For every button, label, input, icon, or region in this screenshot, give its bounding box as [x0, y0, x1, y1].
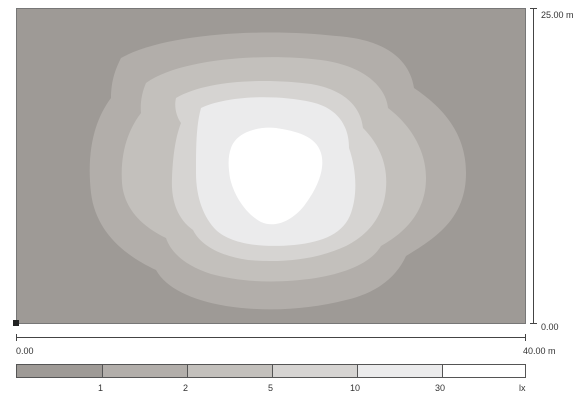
y-axis-bottom-label: 0.00 [541, 322, 559, 332]
y-axis-line [533, 8, 534, 324]
legend-swatch-3 [273, 365, 358, 377]
origin-marker [13, 320, 19, 326]
x-axis-left-label: 0.00 [16, 346, 34, 356]
isolux-contour-plot [16, 8, 526, 324]
x-axis-line [16, 337, 526, 338]
y-axis-bottom-tick [530, 323, 537, 324]
y-axis-top-tick [530, 8, 537, 9]
legend-label-5: 5 [268, 383, 274, 393]
plot-border [16, 8, 526, 324]
zone-above-30 [228, 127, 323, 225]
legend-swatch-2 [188, 365, 273, 377]
legend-swatch-1 [103, 365, 188, 377]
y-axis-top-label: 25.00 m [541, 10, 574, 20]
legend-color-scale [16, 364, 526, 378]
x-axis-right-tick [525, 334, 526, 341]
legend-label-1: 1 [98, 383, 104, 393]
x-axis-right-label: 40.00 m [523, 346, 556, 356]
legend-swatch-0 [17, 365, 103, 377]
legend-label-2: 2 [183, 383, 189, 393]
legend-swatch-4 [358, 365, 443, 377]
legend-swatch-5 [443, 365, 525, 377]
x-axis-left-tick [16, 334, 17, 341]
legend-unit: lx [519, 383, 526, 393]
legend-label-30: 30 [435, 383, 446, 393]
legend-label-10: 10 [350, 383, 361, 393]
